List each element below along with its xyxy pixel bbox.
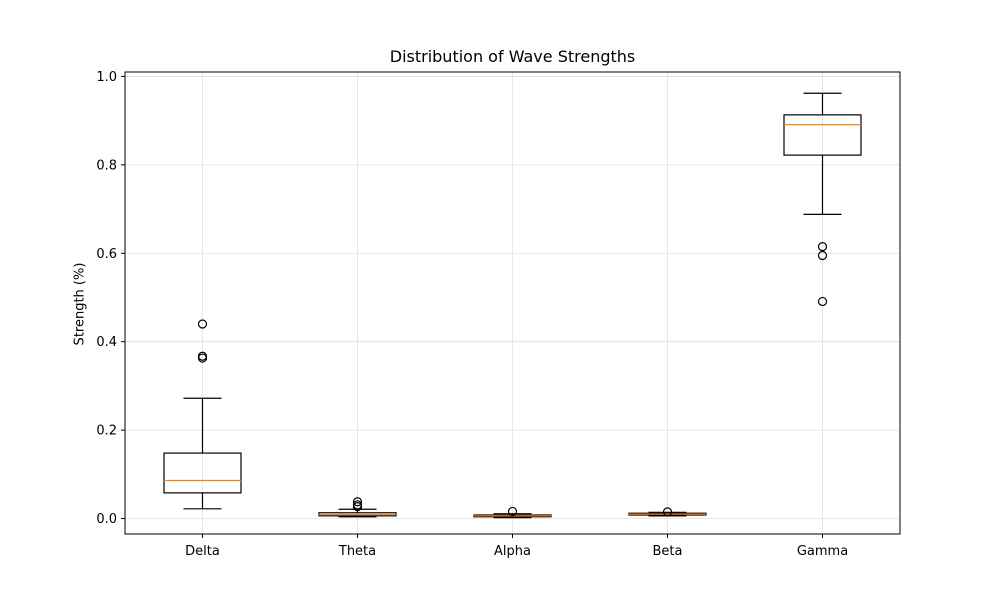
- y-tick-label: 0.8: [96, 158, 117, 173]
- x-tick-label: Alpha: [494, 544, 531, 559]
- y-tick-label: 0.0: [96, 512, 117, 527]
- outlier-point: [662, 507, 673, 517]
- y-tick-label: 0.2: [96, 424, 117, 439]
- x-tick-label: Theta: [338, 544, 376, 559]
- outlier-point: [817, 296, 828, 307]
- x-tick-label: Delta: [185, 544, 220, 559]
- outlier-point: [817, 250, 828, 261]
- x-tick-label: Beta: [653, 544, 683, 559]
- y-axis-label: Strength (%): [72, 262, 88, 346]
- box-iqr: [163, 452, 242, 494]
- outlier-point: [352, 501, 363, 512]
- outlier-point: [817, 242, 828, 252]
- y-tick-label: 0.6: [96, 247, 117, 262]
- outlier-point: [507, 506, 518, 517]
- outlier-point: [352, 497, 363, 507]
- outlier-point: [197, 319, 208, 329]
- x-tick-label: Gamma: [797, 544, 848, 559]
- outlier-point: [197, 353, 208, 363]
- y-tick-label: 1.0: [96, 70, 117, 85]
- chart-title: Distribution of Wave Strengths: [389, 47, 636, 66]
- y-tick-label: 0.4: [96, 335, 117, 350]
- box-iqr: [783, 114, 862, 156]
